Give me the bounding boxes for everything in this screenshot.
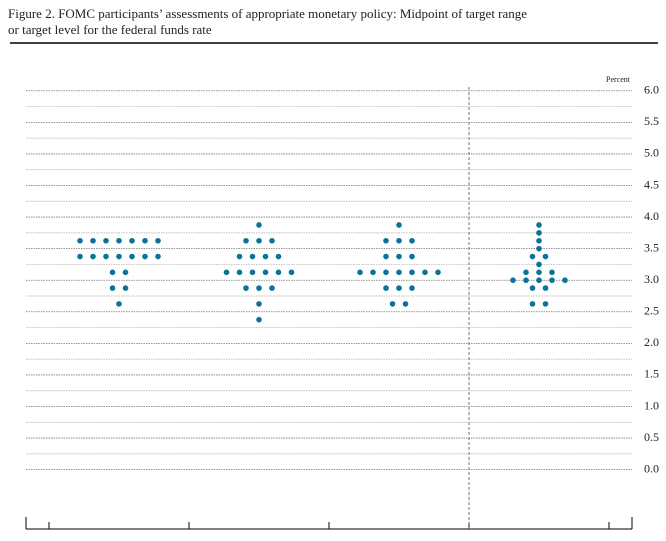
dot bbox=[383, 237, 389, 244]
y-tick-label: 4.0 bbox=[644, 209, 659, 223]
dot bbox=[116, 237, 122, 244]
dot bbox=[396, 222, 402, 228]
y-tick-label: 5.5 bbox=[644, 114, 659, 128]
dot bbox=[523, 277, 529, 284]
dot bbox=[549, 269, 555, 276]
y-tick-label: 1.0 bbox=[644, 398, 659, 412]
dot bbox=[243, 285, 249, 291]
y-tick-label: 0.5 bbox=[644, 430, 659, 444]
dot bbox=[269, 237, 275, 244]
y-tick-label: 2.5 bbox=[644, 304, 659, 318]
chart-title: Figure 2. FOMC participants’ assessments… bbox=[8, 6, 527, 21]
dot bbox=[409, 237, 415, 244]
y-axis-label: Percent bbox=[606, 75, 631, 84]
dot bbox=[223, 269, 230, 276]
dot bbox=[129, 237, 135, 244]
dot bbox=[542, 301, 549, 307]
dot bbox=[256, 237, 262, 244]
dot bbox=[422, 269, 428, 276]
dot bbox=[262, 269, 269, 276]
dot bbox=[142, 237, 148, 244]
dot bbox=[249, 253, 256, 260]
dot bbox=[542, 285, 549, 291]
dot bbox=[109, 269, 116, 276]
dot bbox=[435, 269, 441, 276]
dot bbox=[77, 253, 83, 260]
dot bbox=[249, 269, 256, 276]
y-tick-label: 0.0 bbox=[644, 461, 659, 475]
y-tick-label: 5.0 bbox=[644, 146, 659, 160]
dot bbox=[357, 269, 363, 276]
dot bbox=[383, 253, 389, 260]
dot bbox=[549, 277, 555, 284]
dot bbox=[536, 277, 542, 284]
dot bbox=[256, 301, 262, 307]
dot bbox=[116, 301, 122, 307]
y-tick-label: 1.5 bbox=[644, 367, 659, 381]
dot bbox=[383, 285, 389, 291]
dot bbox=[542, 253, 549, 260]
chart-title: or target level for the federal funds ra… bbox=[8, 22, 212, 37]
dot bbox=[536, 269, 542, 276]
dot bbox=[256, 222, 262, 228]
y-tick-label: 4.5 bbox=[644, 177, 659, 191]
dot bbox=[103, 237, 109, 244]
dot bbox=[389, 301, 396, 307]
dot bbox=[90, 253, 96, 260]
dot bbox=[256, 316, 262, 323]
dot bbox=[129, 253, 135, 260]
dot bbox=[409, 285, 415, 291]
dot bbox=[256, 285, 262, 291]
dot bbox=[396, 285, 402, 291]
dot bbox=[90, 237, 96, 244]
dot bbox=[236, 269, 243, 276]
y-tick-label: 3.5 bbox=[644, 240, 659, 254]
dot bbox=[155, 253, 161, 260]
dot bbox=[383, 269, 389, 276]
dot bbox=[122, 269, 129, 276]
dot bbox=[142, 253, 148, 260]
dot bbox=[262, 253, 269, 260]
dot bbox=[275, 253, 282, 260]
dot bbox=[536, 237, 542, 244]
dot bbox=[529, 301, 536, 307]
dot bbox=[396, 253, 402, 260]
dot bbox=[536, 222, 542, 228]
dot bbox=[288, 269, 295, 276]
dot bbox=[529, 253, 536, 260]
dot bbox=[155, 237, 161, 244]
dot bbox=[236, 253, 243, 260]
dot bbox=[523, 269, 529, 276]
y-tick-label: 2.0 bbox=[644, 335, 659, 349]
dot bbox=[122, 285, 129, 291]
dot bbox=[269, 285, 275, 291]
dot bbox=[77, 237, 83, 244]
dot bbox=[536, 245, 542, 252]
dot bbox=[109, 285, 116, 291]
dot bbox=[396, 269, 402, 276]
dot bbox=[536, 230, 542, 236]
dot bbox=[529, 285, 536, 291]
dot bbox=[510, 277, 516, 284]
dot bbox=[536, 261, 542, 268]
dot bbox=[275, 269, 282, 276]
dot bbox=[562, 277, 568, 284]
dot bbox=[103, 253, 109, 260]
dot bbox=[396, 237, 402, 244]
dot bbox=[409, 253, 415, 260]
dot bbox=[409, 269, 415, 276]
dot bbox=[370, 269, 376, 276]
dot bbox=[116, 253, 122, 260]
dot bbox=[402, 301, 409, 307]
y-tick-label: 3.0 bbox=[644, 272, 659, 286]
dot bbox=[243, 237, 249, 244]
y-tick-label: 6.0 bbox=[644, 83, 659, 97]
